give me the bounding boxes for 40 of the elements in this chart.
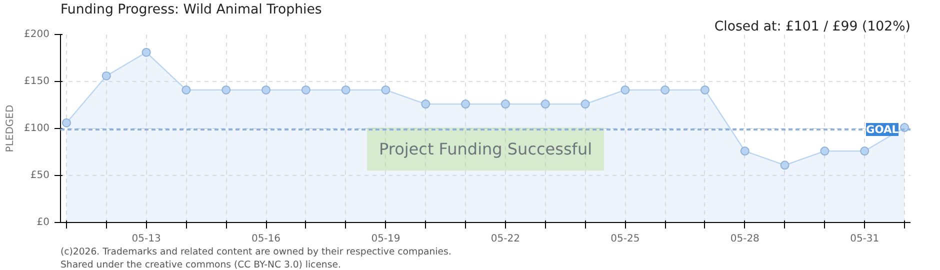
x-tick-label: 05-19 [371,234,400,244]
point [381,85,390,94]
point [461,100,470,109]
y-tick-label: £50 [30,170,50,181]
y-tick-label: £100 [24,123,50,134]
x-tick-label: 05-31 [850,234,880,244]
ref-line-label: GOAL [866,122,899,136]
point [620,85,630,94]
point [341,85,350,94]
point [301,85,310,94]
point [102,71,111,80]
point [142,48,151,57]
x-tick-label: 05-16 [251,234,281,244]
y-tick-label: £200 [24,29,50,40]
annotation: Project Funding Successful [378,140,592,159]
point [740,146,750,156]
point [700,85,710,94]
y-tick-label: £0 [36,217,50,228]
point [62,118,71,128]
point [580,100,590,109]
chart-title: Funding Progress: Wild Animal Trophies [60,2,322,18]
point [780,160,790,170]
point [182,85,191,94]
x-tick-label: 05-25 [610,234,640,244]
point [540,100,550,109]
x-tick-label: 05-13 [132,234,161,244]
point [421,100,430,109]
point [222,85,231,94]
y-axis-title: PLEDGED [5,104,16,152]
x-tick-label: 05-22 [490,234,520,244]
y-tick-label: £150 [24,76,50,87]
text: Shared under the creative commons (CC BY-NC 3.0) license. [60,260,341,270]
point [820,146,830,156]
point [262,85,271,94]
point [500,100,510,109]
chart-subtitle: Closed at: £101 / £99 (102%) [714,20,910,34]
text: (c)2026. Trademarks and related content are owned by their respective companies. [60,246,452,258]
point [860,146,870,156]
x-tick-label: 05-28 [730,234,760,244]
point [660,85,670,94]
